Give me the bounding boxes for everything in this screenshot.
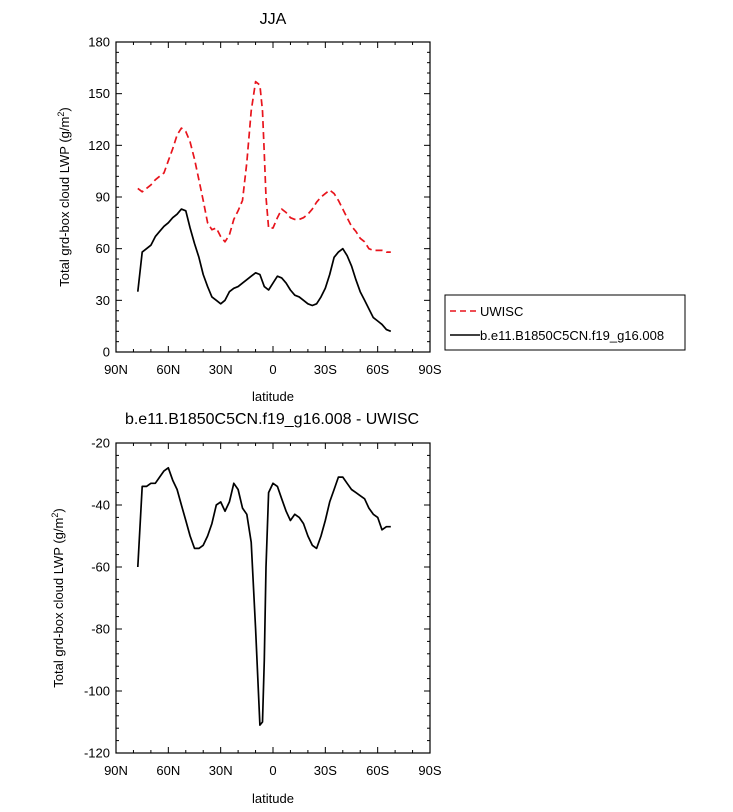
top-plot-frame	[115, 41, 431, 353]
bottom-ylabel-sup: 2	[50, 513, 60, 518]
bottom-series-line-0	[136, 466, 391, 726]
top-xtick-label: 60S	[366, 362, 389, 377]
legend-box	[444, 294, 686, 351]
bottom-xtick-label: 60N	[156, 763, 180, 778]
bottom-xtick-label: 30N	[209, 763, 233, 778]
legend-label-uwisc: UWISC	[480, 304, 523, 319]
top-ytick-label: 120	[88, 138, 110, 153]
bottom-xlabel: latitude	[252, 791, 294, 806]
bottom-ytick-label: -120	[84, 746, 110, 761]
bottom-ylabel-main: Total grd-box cloud LWP (g/m	[51, 518, 66, 688]
top-ylabel-sup: 2	[56, 112, 66, 117]
top-xtick-label: 90N	[104, 362, 128, 377]
legend-label-model: b.e11.B1850C5CN.f19_g16.008	[480, 328, 664, 343]
bottom-xtick-label: 60S	[366, 763, 389, 778]
bottom-xtick-label: 90N	[104, 763, 128, 778]
top-ytick-label: 60	[96, 241, 110, 256]
top-ytick-label: 180	[88, 35, 110, 50]
top-xlabel: latitude	[252, 389, 294, 404]
bottom-ytick-label: -40	[91, 498, 110, 513]
top-xtick-label: 60N	[156, 362, 180, 377]
top-series-line-0	[137, 80, 391, 253]
top-xtick-label: 90S	[418, 362, 441, 377]
bottom-ytick-label: -80	[91, 622, 110, 637]
top-panel: JJA 90N 60N 30N 0 30S 60S 90S 0 30 60 90 120 150 180…	[56, 11, 686, 404]
bottom-ylabel: Total grd-box cloud LWP (g/m2)	[50, 508, 66, 687]
bottom-xtick-label: 0	[269, 763, 276, 778]
bottom-ytick-label: -20	[91, 436, 110, 451]
top-title: JJA	[260, 11, 287, 28]
top-ylabel: Total grd-box cloud LWP (g/m2)	[56, 107, 72, 286]
top-ytick-label: 0	[103, 345, 110, 360]
bottom-xtick-label: 30S	[314, 763, 337, 778]
bottom-xtick-label: 90S	[418, 763, 441, 778]
top-ytick-label: 150	[88, 86, 110, 101]
top-ytick-label: 90	[96, 190, 110, 205]
bottom-ytick-label: -60	[91, 560, 110, 575]
bottom-ylabel-tail: )	[51, 508, 66, 512]
top-ylabel-main: Total grd-box cloud LWP (g/m	[57, 117, 72, 287]
top-xtick-label: 0	[269, 362, 276, 377]
legend: UWISC b.e11.B1850C5CN.f19_g16.008	[444, 294, 686, 351]
bottom-panel: b.e11.B1850C5CN.f19_g16.008 - UWISC 90N 6…	[50, 411, 442, 806]
top-xtick-label: 30N	[209, 362, 233, 377]
top-series-line-1	[136, 208, 392, 333]
top-ylabel-tail: )	[57, 107, 72, 111]
bottom-title: b.e11.B1850C5CN.f19_g16.008 - UWISC	[125, 411, 419, 428]
bottom-plot-frame	[115, 442, 431, 754]
top-ytick-label: 30	[96, 293, 110, 308]
bottom-ytick-label: -100	[84, 684, 110, 699]
top-xtick-label: 30S	[314, 362, 337, 377]
